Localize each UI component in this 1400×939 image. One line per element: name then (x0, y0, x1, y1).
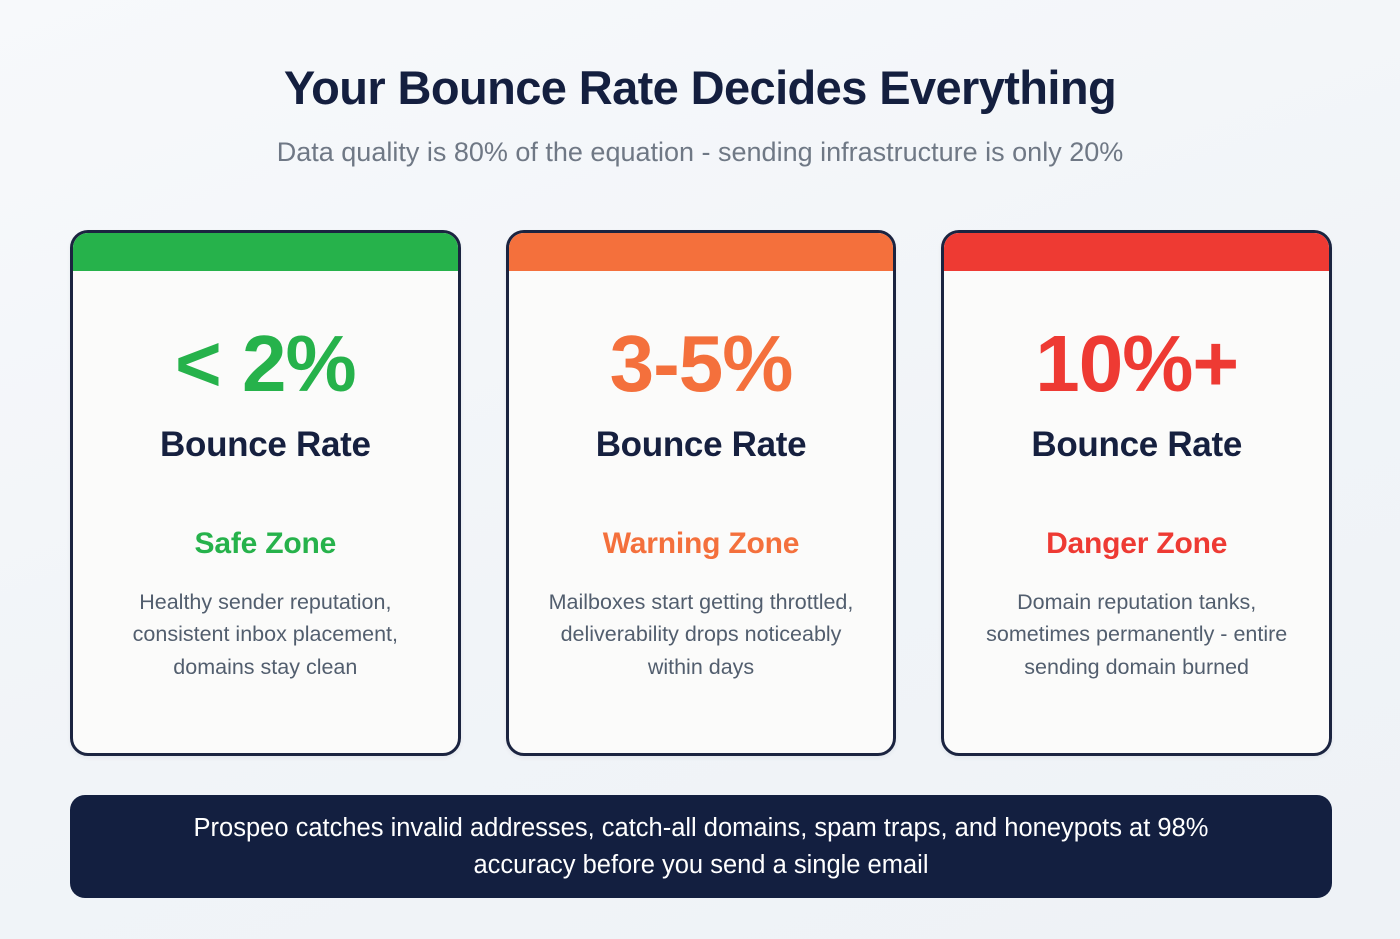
metric-value-danger: 10%+ (1035, 319, 1239, 408)
page-title: Your Bounce Rate Decides Everything (283, 61, 1117, 114)
metric-value-safe: < 2% (175, 319, 357, 408)
header: Your Bounce Rate Decides Everything Data… (0, 0, 1400, 168)
zone-description-safe: Healthy sender reputation, consistent in… (132, 589, 398, 679)
card-accent-bar-danger (944, 233, 1330, 271)
footer-banner-text: Prospeo catches invalid addresses, catch… (193, 814, 1209, 879)
bounce-rate-card-group: < 2% Bounce Rate Safe Zone Healthy sende… (70, 230, 1333, 756)
zone-description-warning: Mailboxes start getting throttled, deliv… (548, 589, 854, 679)
metric-label-danger: Bounce Rate (1031, 425, 1242, 464)
bounce-rate-card-danger: 10%+ Bounce Rate Danger Zone Domain repu… (941, 230, 1333, 756)
card-accent-bar-warning (508, 233, 894, 271)
card-body-safe: < 2% Bounce Rate Safe Zone Healthy sende… (73, 271, 458, 753)
page-subtitle: Data quality is 80% of the equation - se… (276, 136, 1124, 167)
card-body-warning: 3-5% Bounce Rate Warning Zone Mailboxes … (509, 271, 894, 753)
metric-value-warning: 3-5% (609, 319, 794, 408)
zone-label-warning: Warning Zone (602, 526, 800, 560)
metric-label-warning: Bounce Rate (595, 425, 807, 464)
zone-label-safe: Safe Zone (194, 526, 337, 560)
card-accent-bar-safe (73, 233, 458, 271)
zone-label-danger: Danger Zone (1046, 526, 1228, 560)
bounce-rate-card-safe: < 2% Bounce Rate Safe Zone Healthy sende… (70, 230, 461, 756)
footer-banner: Prospeo catches invalid addresses, catch… (70, 795, 1332, 898)
card-body-danger: 10%+ Bounce Rate Danger Zone Domain repu… (944, 271, 1329, 753)
bounce-rate-card-warning: 3-5% Bounce Rate Warning Zone Mailboxes … (505, 230, 897, 756)
zone-description-danger: Domain reputation tanks, sometimes perma… (986, 589, 1288, 679)
metric-label-safe: Bounce Rate (160, 425, 371, 464)
